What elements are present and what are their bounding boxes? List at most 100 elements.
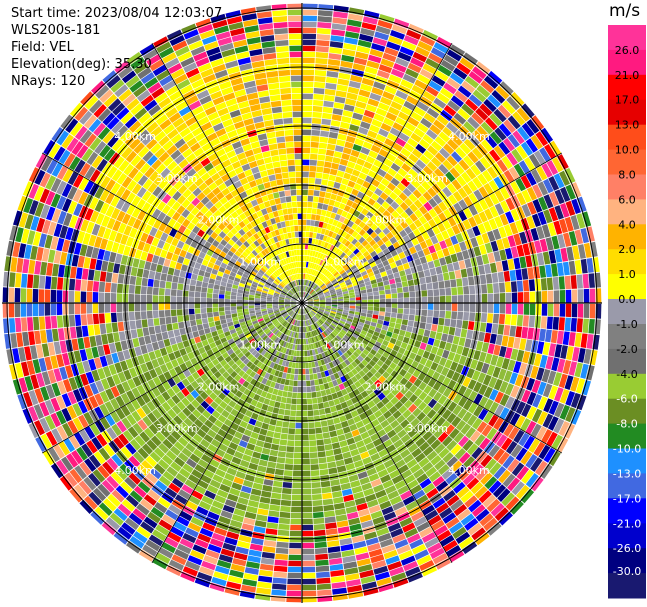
gate-4005 <box>198 500 212 511</box>
gate-1592 <box>278 148 287 155</box>
gate-3901 <box>197 459 209 469</box>
gate-1407 <box>314 81 326 89</box>
gate-370 <box>455 233 464 243</box>
gate-4206 <box>235 546 249 555</box>
gate-2244 <box>120 129 133 142</box>
gate-2534 <box>100 202 110 215</box>
gate-4003 <box>204 490 216 500</box>
gate-4474 <box>307 398 313 405</box>
gate-4264 <box>299 314 301 321</box>
gate-3095 <box>243 311 250 316</box>
gate-1594 <box>276 136 286 143</box>
gate-3903 <box>191 469 203 479</box>
gate-1291 <box>319 191 326 198</box>
gate-1403 <box>312 105 323 113</box>
gate-4695 <box>365 537 379 546</box>
gate-2463 <box>222 258 230 265</box>
gate-3337 <box>264 317 270 322</box>
gate-2296 <box>97 126 111 140</box>
gate-1623 <box>292 256 296 262</box>
gate-1141 <box>330 212 337 219</box>
gate-696 <box>348 252 356 259</box>
gate-3956 <box>188 495 201 506</box>
gate-2734 <box>62 239 71 253</box>
gate-3993 <box>231 436 241 445</box>
gate-3267 <box>102 366 112 378</box>
gate-3495 <box>211 358 220 366</box>
gate-653 <box>378 231 386 239</box>
gate-876 <box>457 85 472 98</box>
gate-4019 <box>294 314 298 320</box>
gate-2935 <box>26 288 33 303</box>
gate-3348 <box>203 344 211 352</box>
gate-2326 <box>181 209 191 218</box>
gate-2318 <box>220 239 228 247</box>
gate-4293 <box>272 486 282 494</box>
gate-301 <box>346 284 353 289</box>
gate-3078 <box>52 328 59 342</box>
gate-3119 <box>101 334 109 345</box>
gate-4344 <box>280 499 291 507</box>
gate-1680 <box>277 209 284 216</box>
gate-4212 <box>226 581 242 590</box>
gate-4805 <box>311 324 316 330</box>
gate-2915 <box>146 294 153 303</box>
gate-3358 <box>149 368 158 379</box>
gate-2319 <box>215 235 223 243</box>
gate-1404 <box>313 99 324 107</box>
gate-2316 <box>229 246 237 254</box>
gate-1504 <box>291 87 302 94</box>
gate-4863 <box>337 370 344 378</box>
gate-173 <box>460 268 468 278</box>
gate-1514 <box>288 27 302 34</box>
gate-1899 <box>196 89 210 100</box>
gate-1786 <box>251 166 260 174</box>
gate-2526 <box>143 224 153 235</box>
gate-2089 <box>178 143 190 154</box>
gate-4834 <box>382 479 394 489</box>
gate-3650 <box>186 403 196 413</box>
gate-4464 <box>303 338 307 345</box>
gate-334 <box>531 213 542 227</box>
gate-2269 <box>223 235 231 243</box>
gate-2425 <box>167 218 177 228</box>
gate-4295 <box>270 498 281 506</box>
gate-3132 <box>24 346 32 361</box>
gate-3155 <box>179 327 186 336</box>
gate-1874 <box>264 226 271 234</box>
gate-33 <box>505 292 512 303</box>
gate-309 <box>391 267 399 274</box>
gate-4153 <box>229 519 243 529</box>
gate-2492 <box>67 171 79 186</box>
gate-4304 <box>261 551 275 559</box>
gate-3775 <box>287 317 292 322</box>
gate-1631 <box>282 208 288 215</box>
gate-2144 <box>146 121 159 134</box>
gate-1617 <box>299 291 302 298</box>
gate-3951 <box>203 469 215 479</box>
gate-3614 <box>120 446 133 459</box>
gate-4252 <box>252 531 265 540</box>
gate-125 <box>468 276 475 286</box>
gate-216 <box>423 269 431 277</box>
gate-2632 <box>91 223 101 236</box>
gate-2779 <box>83 257 91 269</box>
gate-248 <box>324 294 331 297</box>
gate-909 <box>393 157 404 168</box>
gate-4018 <box>297 308 300 314</box>
gate-1813 <box>297 292 300 298</box>
gate-3442 <box>229 342 237 349</box>
gate-1313 <box>340 60 353 69</box>
gate-455 <box>380 255 387 263</box>
gate-687 <box>310 290 315 295</box>
gate-405 <box>377 262 384 269</box>
gate-2531 <box>116 210 126 222</box>
gate-1308 <box>335 90 347 98</box>
gate-2687 <box>53 223 63 237</box>
gate-2490 <box>78 177 89 191</box>
gate-4803 <box>306 313 310 319</box>
gate-153 <box>343 293 349 297</box>
gate-4962 <box>347 371 355 378</box>
gate-286 <box>541 224 551 238</box>
gate-4272 <box>291 362 296 368</box>
